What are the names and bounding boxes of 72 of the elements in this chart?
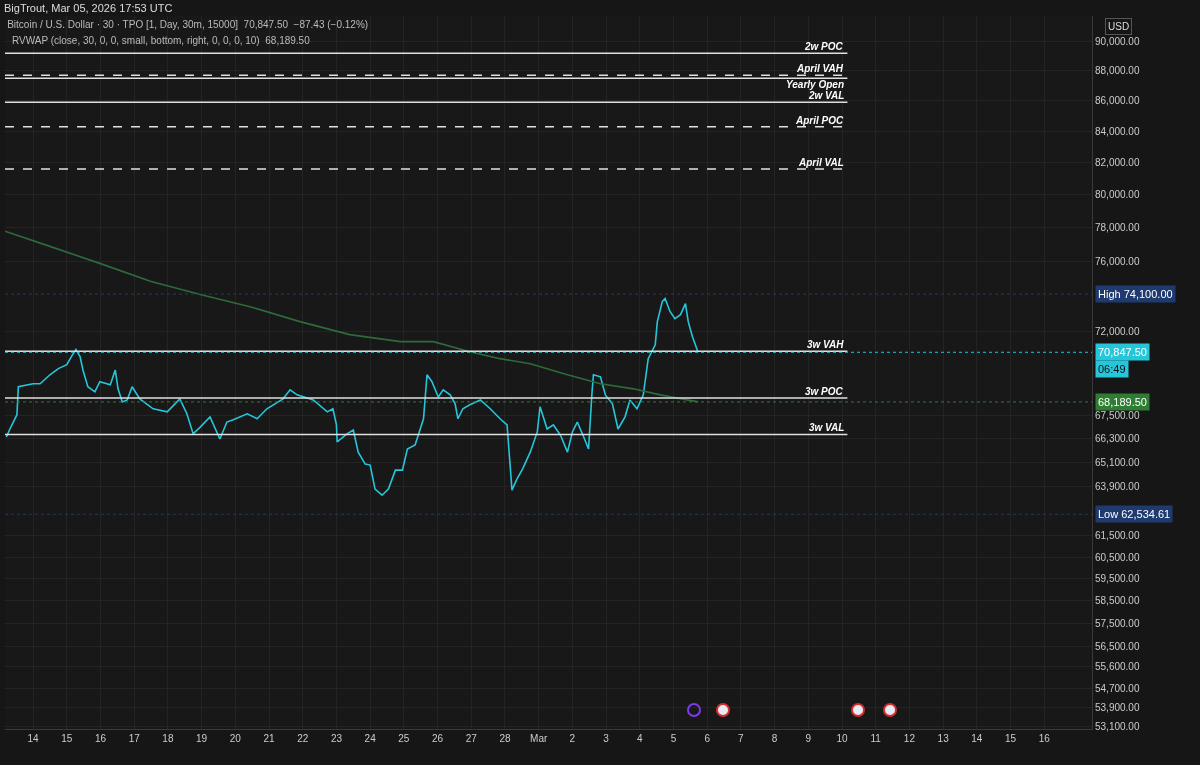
x-tick-label: 11 [870, 733, 882, 744]
text: 06:49 [1098, 363, 1126, 375]
y-tick-label: 90,000.00 [1095, 36, 1140, 48]
y-tick-label: 84,000.00 [1095, 125, 1140, 137]
x-tick-label: 13 [937, 733, 950, 744]
x-tick-label: 6 [704, 733, 711, 744]
x-tick-label: 27 [465, 733, 478, 744]
text: BigTrout, Mar 05, 2026 17:53 UTC [4, 2, 173, 14]
y-tick-label: 60,500.00 [1095, 551, 1140, 563]
x-tick-label: 20 [229, 733, 242, 744]
x-tick-label: 2 [569, 733, 576, 744]
ref-line-label: 70,847.50 [1098, 346, 1147, 358]
x-tick-label: 16 [1038, 733, 1051, 744]
x-tick-label: 22 [297, 733, 309, 744]
x-tick-label: 24 [364, 733, 377, 744]
y-tick-label: 72,000.00 [1095, 325, 1140, 337]
y-tick-label: 76,000.00 [1095, 255, 1140, 267]
y-tick-label: 55,600.00 [1095, 661, 1140, 673]
y-tick-label: 59,500.00 [1095, 573, 1140, 585]
y-tick-label: 88,000.00 [1095, 65, 1140, 77]
y-tick-label: 61,500.00 [1095, 530, 1140, 542]
ref-line-label: April VAL [798, 157, 844, 168]
x-tick-label: 9 [805, 733, 812, 744]
y-tick-label: 86,000.00 [1095, 95, 1140, 107]
y-tick-label: 54,700.00 [1095, 682, 1140, 694]
ref-line-label: April POC [795, 115, 844, 126]
x-tick-label: 14 [27, 733, 40, 744]
y-tick-label: 65,100.00 [1095, 456, 1140, 468]
y-tick-label: 78,000.00 [1095, 221, 1140, 233]
x-tick-label: 23 [330, 733, 343, 744]
x-tick-label: 25 [398, 733, 410, 744]
x-tick-label: 26 [431, 733, 444, 744]
x-tick-label: 21 [263, 733, 276, 744]
ref-line-label: Low 62,534.61 [1098, 508, 1171, 520]
ref-line-label: 2w VAL [808, 90, 845, 101]
y-tick-label: 66,300.00 [1095, 432, 1140, 444]
y-axis-title: USD [1108, 21, 1130, 32]
x-tick-label: 10 [836, 733, 849, 744]
x-tick-label: 5 [670, 733, 677, 744]
ref-line-label: 3w VAL [809, 422, 845, 433]
ref-line-label: 68,189.50 [1098, 396, 1147, 408]
y-tick-label: 67,500.00 [1095, 409, 1140, 421]
y-tick-label: 53,900.00 [1095, 701, 1140, 713]
ref-line-label: April VAH [796, 63, 844, 74]
ref-line-label: 2w POC [804, 41, 844, 52]
y-tick-label: 58,500.00 [1095, 595, 1140, 607]
x-tick-label: 15 [61, 733, 73, 744]
x-tick-label: 16 [94, 733, 107, 744]
x-tick-label: 7 [738, 733, 745, 744]
y-tick-label: 82,000.00 [1095, 157, 1140, 169]
x-tick-label: 19 [196, 733, 208, 744]
x-tick-label: 8 [771, 733, 778, 744]
x-tick-label: 15 [1004, 733, 1017, 744]
ref-line-label: 3w VAH [807, 339, 845, 350]
ref-line-label: 3w POC [805, 386, 844, 397]
x-tick-label: 14 [971, 733, 983, 744]
y-tick-label: 53,100.00 [1095, 721, 1140, 733]
x-tick-label: 18 [162, 733, 174, 744]
ref-line-label: High 74,100.00 [1098, 288, 1173, 300]
x-tick-label: 17 [128, 733, 141, 744]
x-tick-label: Mar [530, 733, 548, 744]
x-tick-label: 3 [603, 733, 610, 744]
text: RVWAP (close, 30, 0, 0, small, bottom, right, 0, 0, 0, 10) 68,189.50 [12, 35, 311, 46]
y-tick-label: 80,000.00 [1095, 189, 1140, 201]
y-tick-label: 56,500.00 [1095, 640, 1140, 652]
y-tick-label: 57,500.00 [1095, 617, 1140, 629]
chart-title: Bitcoin / U.S. Dollar · 30 · TPO [1, Day, 30m, 15000] 70,847.50 −87.43 (−0.12%) [7, 19, 369, 31]
ref-line-label: Yearly Open [786, 79, 844, 90]
x-tick-label: 12 [903, 733, 916, 744]
x-tick-label: 4 [637, 733, 644, 744]
y-tick-label: 63,900.00 [1095, 480, 1140, 492]
x-tick-label: 28 [499, 733, 511, 744]
